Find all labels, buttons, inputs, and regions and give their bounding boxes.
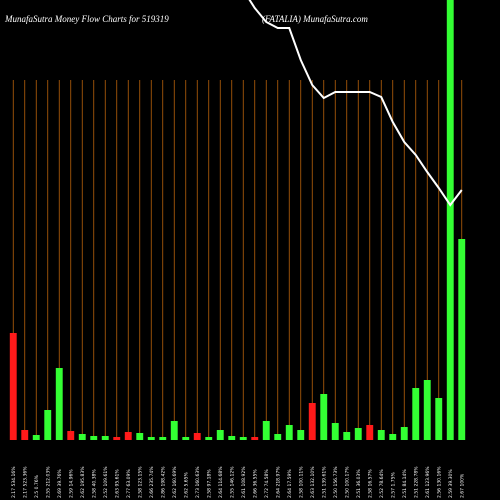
bar	[182, 437, 190, 440]
bar	[55, 368, 63, 440]
bar	[136, 433, 144, 440]
bar	[343, 432, 351, 440]
bar	[216, 430, 224, 440]
bar	[400, 427, 408, 440]
bar	[366, 425, 374, 440]
x-tick-label: 2.66 235.74%	[149, 466, 155, 498]
x-tick-label: 2.66 36.55%	[252, 469, 258, 498]
x-tick-label: 2.77 63.09%	[126, 469, 132, 498]
bar	[147, 437, 155, 440]
x-tick-label: 2.72 74.58%	[264, 469, 270, 498]
bar	[458, 239, 466, 440]
x-tick-label: 2.64 114.68%	[218, 466, 224, 498]
x-tick-label: 2.50 100.17%	[344, 466, 350, 498]
bar	[285, 425, 293, 440]
x-tick-label: 2.62 160.69%	[172, 466, 178, 498]
x-tick-label: 2.58 97.18%	[206, 469, 212, 498]
bar	[170, 421, 178, 440]
bar	[78, 434, 86, 440]
x-tick-label: 2.5 0.76%	[34, 474, 40, 498]
bar	[251, 437, 259, 440]
bar	[239, 437, 247, 440]
x-tick-label: 2.86 198.42%	[160, 466, 166, 498]
bar	[44, 410, 52, 440]
bar	[446, 0, 454, 440]
bar	[297, 430, 305, 440]
x-tick-label: 2.69 39.76%	[57, 469, 63, 498]
x-tick-label: 2.63 132.10%	[310, 466, 316, 498]
bar	[389, 434, 397, 440]
x-tick-label: 2.51 36.03%	[356, 469, 362, 498]
bar	[354, 428, 362, 440]
bar	[262, 421, 270, 440]
x-tick-label: 2.58 40.38%	[91, 469, 97, 498]
x-tick-label: 2.64 17.59%	[287, 469, 293, 498]
x-tick-label: 2.58 123.15%	[137, 466, 143, 498]
bar	[320, 394, 328, 440]
x-tick-label: 2.51 84.14%	[402, 469, 408, 498]
x-tick-label: 2.17 534.16%	[11, 466, 17, 498]
x-tick-label: 2.59 39.30%	[448, 469, 454, 498]
bar	[205, 437, 213, 440]
x-tick-label: 2.50 156.73%	[333, 466, 339, 498]
bar	[67, 431, 75, 440]
price-line	[248, 0, 463, 207]
x-tick-label: 2.58 16.57%	[367, 469, 373, 498]
bar	[193, 433, 201, 440]
x-tick-label: 2.17 523.36%	[22, 466, 28, 498]
x-tick-label: 2.56 130.16%	[436, 466, 442, 498]
bar	[228, 436, 236, 440]
bar	[331, 423, 339, 440]
x-tick-label: 2.73 160.63%	[195, 466, 201, 498]
x-tick-label: 2.57 1.75%	[390, 472, 396, 498]
bar	[274, 434, 282, 440]
bar	[90, 436, 98, 440]
x-tick-label: 2.55 146.12%	[229, 466, 235, 498]
x-tick-label: 2.51 139.61%	[321, 466, 327, 498]
x-tick-label: 2.62 195.83%	[80, 466, 86, 498]
bar	[377, 430, 385, 440]
x-tick-label: 2.67 100%	[459, 473, 465, 498]
chart-subtitle: (FATALIA) MunafaSutra.com	[262, 14, 368, 24]
bar	[9, 333, 17, 440]
bar	[32, 435, 40, 440]
bar	[412, 388, 420, 440]
chart-title: MunafaSutra Money Flow Charts for 519319	[4, 14, 169, 24]
x-tick-label: 2.52 78.64%	[379, 469, 385, 498]
x-tick-label: 2.55 212.03%	[45, 466, 51, 498]
bar	[101, 436, 109, 440]
x-tick-label: 2.63 95.61%	[114, 469, 120, 498]
x-tick-label: 2.64 218.97%	[275, 466, 281, 498]
bar	[435, 398, 443, 440]
x-tick-label: 2.51 228.78%	[413, 466, 419, 498]
bar	[308, 403, 316, 440]
bar	[423, 380, 431, 440]
x-tick-label: 2.62 5.65%	[183, 472, 189, 498]
bar	[113, 437, 121, 440]
x-tick-label: 2.61 108.92%	[241, 466, 247, 498]
x-tick-label: 2.52 109.61%	[103, 466, 109, 498]
bar	[21, 430, 29, 440]
bar	[159, 437, 167, 440]
x-tick-label: 2.58 100.11%	[298, 466, 304, 498]
x-tick-label: 2.59 14.96%	[68, 469, 74, 498]
bar	[124, 432, 132, 440]
x-tick-label: 2.61 123.96%	[425, 466, 431, 498]
